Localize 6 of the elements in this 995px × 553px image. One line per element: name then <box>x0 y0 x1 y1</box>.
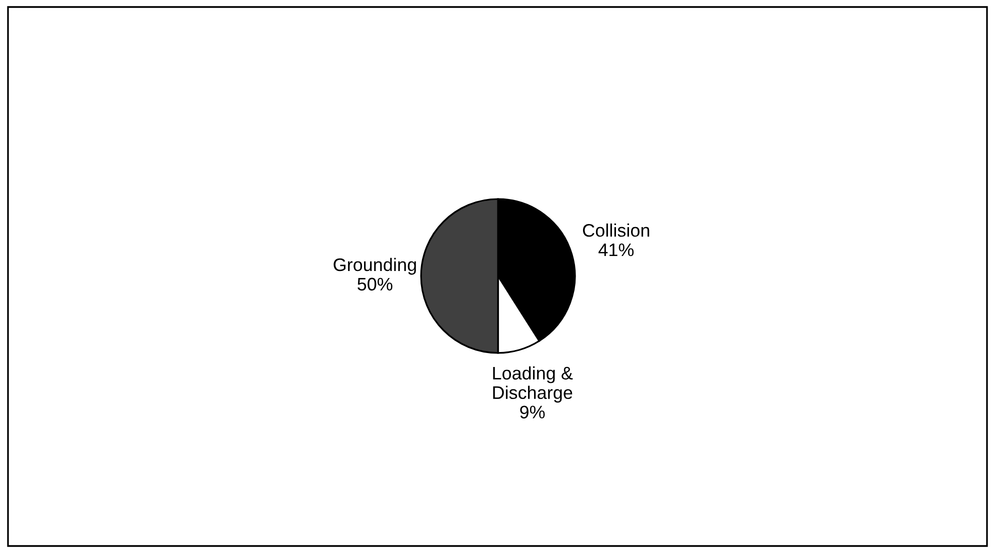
data-label: 50% <box>358 278 392 291</box>
slice-label: Grounding <box>334 258 416 275</box>
data-label: 9% <box>520 406 545 418</box>
data-label: 41% <box>598 244 634 256</box>
slice-label: Collision <box>582 224 650 237</box>
slice-label: Loading & Discharge <box>493 366 573 403</box>
